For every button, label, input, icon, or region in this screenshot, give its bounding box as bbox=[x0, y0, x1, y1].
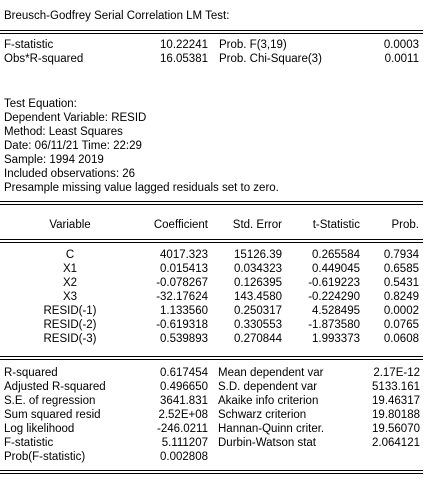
cell-coefficient: -0.619318 bbox=[156, 319, 208, 331]
divider bbox=[0, 30, 423, 34]
info-line: Presample missing value lagged residuals… bbox=[4, 182, 279, 194]
column-header: t-Statistic bbox=[312, 219, 360, 231]
stat-label: Obs*R-squared bbox=[4, 53, 84, 65]
cell-coefficient: 0.539893 bbox=[160, 333, 208, 345]
stat-label: F-statistic bbox=[4, 39, 54, 51]
column-header: Coefficient bbox=[153, 219, 208, 231]
cell-prob: 0.0765 bbox=[383, 319, 419, 331]
summary-label: Sum squared resid bbox=[4, 409, 101, 421]
info-line: Dependent Variable: RESID bbox=[4, 112, 147, 124]
column-header: Prob. bbox=[391, 219, 420, 231]
cell-variable: X1 bbox=[62, 263, 78, 275]
cell-prob: 0.8249 bbox=[383, 291, 419, 303]
summary-label: S.E. of regression bbox=[4, 395, 96, 407]
info-line: Sample: 1994 2019 bbox=[4, 154, 104, 166]
cell-t-stat: 4.528495 bbox=[312, 305, 360, 317]
cell-std-error: 15126.39 bbox=[234, 249, 282, 261]
cell-variable: X3 bbox=[62, 291, 78, 303]
stat-prob: 0.0011 bbox=[384, 53, 419, 65]
cell-prob: 0.0002 bbox=[383, 305, 419, 317]
divider bbox=[0, 239, 423, 243]
summary-label: S.D. dependent var bbox=[218, 381, 318, 393]
cell-coefficient: -32.17624 bbox=[156, 291, 208, 303]
info-line: Included observations: 26 bbox=[4, 168, 136, 180]
column-header: Std. Error bbox=[232, 219, 282, 231]
summary-label: Mean dependent var bbox=[218, 367, 324, 379]
summary-label: Prob(F-statistic) bbox=[4, 451, 86, 463]
stat-prob: 0.0003 bbox=[383, 39, 419, 51]
summary-value: -246.0211 bbox=[157, 423, 208, 435]
summary-value: 19.56070 bbox=[372, 423, 420, 435]
cell-variable: X2 bbox=[62, 277, 78, 289]
summary-value: 19.80188 bbox=[372, 409, 420, 421]
summary-value: 0.617454 bbox=[160, 367, 208, 379]
cell-std-error: 0.034323 bbox=[234, 263, 282, 275]
summary-value: 2.52E+08 bbox=[158, 409, 208, 421]
cell-variable: RESID(-1) bbox=[43, 305, 97, 317]
stat-value: 10.22241 bbox=[160, 39, 208, 51]
summary-label: Akaike info criterion bbox=[218, 395, 319, 407]
cell-variable: RESID(-3) bbox=[43, 333, 97, 345]
info-line: Test Equation: bbox=[4, 98, 77, 110]
summary-value: 5133.161 bbox=[372, 381, 420, 393]
divider bbox=[0, 356, 423, 360]
cell-t-stat: 0.449045 bbox=[312, 263, 360, 275]
stat-prob-label: Prob. Chi-Square(3) bbox=[219, 53, 322, 65]
cell-prob: 0.0608 bbox=[383, 333, 419, 345]
info-line: Date: 06/11/21 Time: 22:29 bbox=[4, 140, 142, 152]
test-title: Breusch-Godfrey Serial Correlation LM Te… bbox=[4, 10, 230, 22]
cell-std-error: 0.330553 bbox=[234, 319, 282, 331]
summary-label: F-statistic bbox=[4, 437, 54, 449]
info-line: Method: Least Squares bbox=[4, 126, 123, 138]
column-header: Variable bbox=[49, 219, 91, 231]
stat-prob-label: Prob. F(3,19) bbox=[219, 39, 287, 51]
divider bbox=[0, 470, 423, 474]
summary-value: 0.002808 bbox=[160, 451, 208, 463]
cell-coefficient: 4017.323 bbox=[160, 249, 208, 261]
summary-value: 2.064121 bbox=[372, 437, 420, 449]
divider bbox=[0, 201, 423, 205]
cell-t-stat: 0.265584 bbox=[312, 249, 360, 261]
cell-t-stat: 1.993373 bbox=[312, 333, 360, 345]
summary-label: R-squared bbox=[4, 367, 58, 379]
cell-prob: 0.6585 bbox=[383, 263, 419, 275]
summary-label: Schwarz criterion bbox=[218, 409, 307, 421]
cell-coefficient: 1.133560 bbox=[160, 305, 208, 317]
summary-label: Durbin-Watson stat bbox=[218, 437, 316, 449]
summary-label: Adjusted R-squared bbox=[4, 381, 106, 393]
cell-coefficient: -0.078267 bbox=[156, 277, 208, 289]
cell-t-stat: -0.224290 bbox=[308, 291, 360, 303]
summary-value: 5.111207 bbox=[161, 437, 208, 449]
cell-prob: 0.7934 bbox=[383, 249, 419, 261]
summary-value: 19.46317 bbox=[372, 395, 420, 407]
cell-t-stat: -0.619223 bbox=[308, 277, 360, 289]
summary-label: Log likelihood bbox=[4, 423, 75, 435]
cell-std-error: 143.4580 bbox=[234, 291, 282, 303]
cell-coefficient: 0.015413 bbox=[160, 263, 208, 275]
cell-std-error: 0.126395 bbox=[234, 277, 282, 289]
cell-std-error: 0.270844 bbox=[234, 333, 282, 345]
summary-value: 3641.831 bbox=[160, 395, 208, 407]
summary-value: 2.17E-12 bbox=[373, 367, 420, 379]
summary-label: Hannan-Quinn criter. bbox=[218, 423, 325, 435]
cell-t-stat: -1.873580 bbox=[308, 319, 360, 331]
cell-variable: RESID(-2) bbox=[43, 319, 97, 331]
cell-variable: C bbox=[65, 249, 75, 261]
summary-value: 0.496650 bbox=[160, 381, 208, 393]
cell-prob: 0.5431 bbox=[383, 277, 419, 289]
cell-std-error: 0.250317 bbox=[234, 305, 282, 317]
stat-value: 16.05381 bbox=[160, 53, 208, 65]
